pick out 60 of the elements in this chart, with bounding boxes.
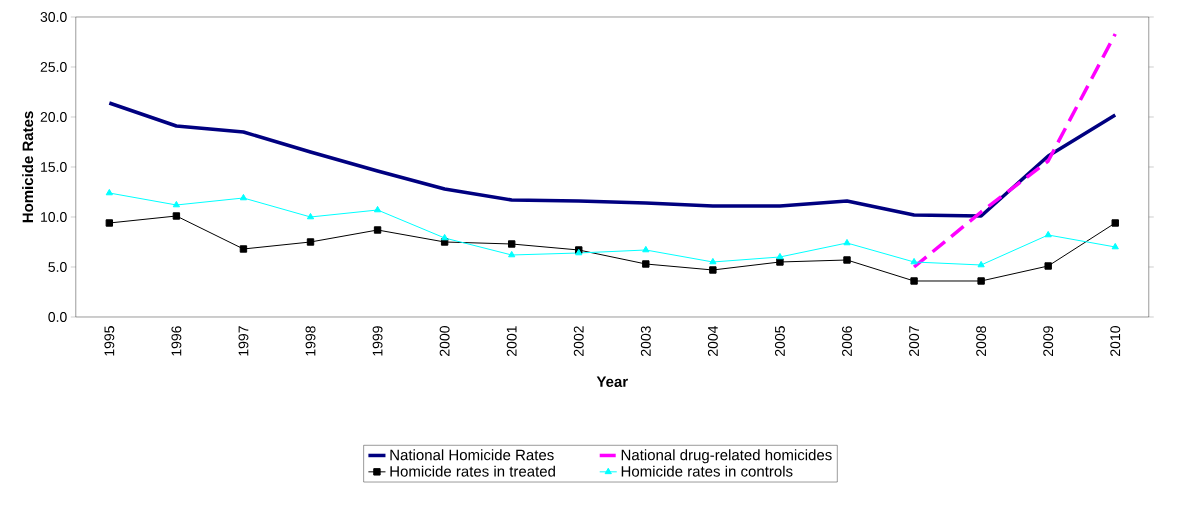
legend-label: Homicide rates in controls: [621, 465, 793, 477]
point: [508, 250, 516, 258]
y-tick-label: 25.0: [40, 62, 67, 72]
point: [843, 238, 851, 246]
point: [507, 240, 516, 248]
point: [306, 238, 315, 246]
point: [373, 205, 382, 213]
x-tick-label: 1999: [372, 326, 383, 356]
line-series: [912, 32, 1117, 269]
x-tick-label: 2000: [439, 326, 450, 356]
x-tick-label: 2002: [573, 326, 584, 356]
x-tick-label: 2006: [842, 326, 852, 356]
x-tick-label: 2009: [1043, 326, 1054, 356]
point: [172, 212, 181, 220]
point: [1044, 230, 1052, 238]
y-tick-label: 20.0: [40, 112, 67, 122]
x-tick-label: 2001: [506, 326, 517, 356]
point: [1111, 219, 1119, 227]
x-tick-label: 1996: [171, 326, 182, 356]
point: [306, 212, 315, 220]
x-tick-label: 1997: [238, 326, 249, 356]
point: [910, 257, 918, 265]
x-tick-label: 2010: [1110, 326, 1121, 356]
point: [709, 257, 717, 265]
x-tick-label: 1995: [104, 326, 115, 356]
x-tick-label: 2005: [774, 326, 785, 356]
point: [441, 233, 449, 241]
y-axis-title: Homicide Rates: [22, 111, 34, 223]
y-tick-label: 10.0: [41, 212, 67, 222]
point: [709, 266, 717, 274]
point: [977, 260, 985, 268]
y-tick-label: 15.0: [41, 162, 67, 172]
point: [843, 256, 851, 264]
y-tick-label: 30.0: [40, 12, 67, 22]
point: [373, 226, 382, 234]
point: [105, 219, 114, 227]
point: [105, 188, 113, 196]
point: [172, 200, 181, 208]
point: [239, 193, 248, 201]
point: [776, 258, 784, 266]
legend-label: National drug-related homicides: [621, 449, 832, 464]
x-tick-label: 2007: [909, 326, 920, 356]
legend-label: Homicide rates in treated: [390, 465, 555, 477]
point: [1044, 262, 1052, 270]
x-tick-label: 2004: [707, 325, 718, 356]
point: [776, 252, 784, 260]
point: [642, 260, 650, 268]
point: [239, 245, 248, 253]
point: [1111, 242, 1119, 250]
x-axis-title: Year: [596, 376, 628, 387]
x-tick-label: 2003: [640, 326, 651, 356]
line-series: [107, 101, 1117, 218]
point: [910, 277, 918, 285]
point: [642, 245, 650, 253]
x-tick-label: 1998: [305, 326, 316, 356]
x-tick-label: 2008: [976, 326, 987, 356]
legend-label: National Homicide Rates: [390, 449, 554, 461]
y-tick-label: 0.0: [48, 312, 67, 322]
y-tick-label: 5.0: [48, 262, 67, 272]
point: [977, 277, 985, 285]
